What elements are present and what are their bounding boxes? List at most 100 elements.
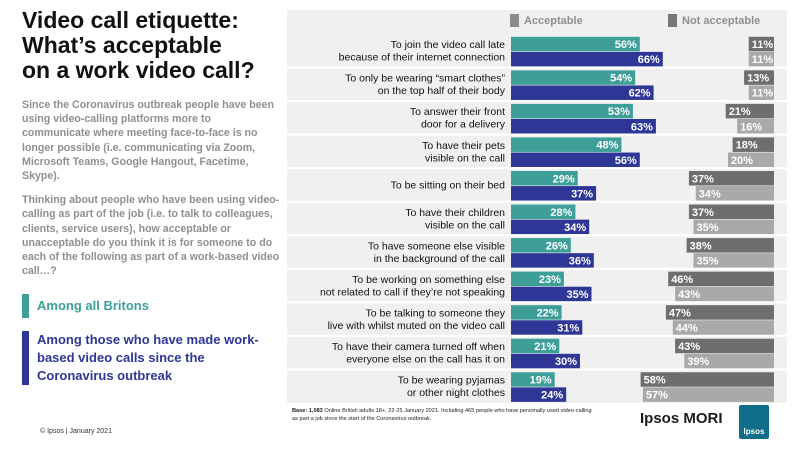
- category-label: To have their camera turned off when ever…: [332, 341, 505, 366]
- category-label: To be wearing pyjamas or other night clot…: [398, 375, 505, 400]
- not-acceptable-value-label: 57%: [646, 390, 668, 402]
- acceptable-bar-calls: [511, 387, 567, 402]
- acceptable-bar-calls: [511, 186, 597, 201]
- not-acceptable-bar-calls: [642, 387, 774, 402]
- acceptable-value-label: 56%: [615, 39, 637, 51]
- not-acceptable-value-label: 20%: [731, 155, 753, 167]
- acceptable-value-label: 63%: [631, 121, 653, 133]
- category-label: To only be wearing “smart clothes” on the…: [345, 73, 506, 98]
- not-acceptable-bar-calls: [737, 118, 774, 134]
- intro-paragraph-context: Since the Coronavirus outbreak people ha…: [22, 99, 274, 183]
- acceptable-bar-calls: [511, 320, 583, 335]
- not-acceptable-value-label: 11%: [752, 39, 774, 51]
- acceptable-value-label: 62%: [629, 88, 651, 100]
- chart-row: To have their children visible on the cal…: [287, 200, 787, 235]
- acceptable-value-label: 30%: [555, 356, 577, 368]
- group-label-all-britons: Among all Britons: [22, 294, 149, 318]
- acceptable-bar-all: [511, 271, 564, 287]
- chart-row: To be talking to someone they live with w…: [287, 301, 787, 335]
- category-label: To have someone else visible in the backg…: [368, 240, 505, 264]
- chart-row: To have someone else visible in the backg…: [287, 234, 787, 268]
- acceptable-bar-calls: [511, 118, 656, 134]
- not-acceptable-value-label: 34%: [699, 188, 721, 200]
- category-label: To answer their front door for a delivery: [410, 106, 506, 131]
- legend-not-acceptable-swatch: [668, 14, 677, 27]
- not-acceptable-value-label: 11%: [752, 54, 774, 66]
- chart-row: To answer their front door for a delivery…: [287, 100, 787, 134]
- chart-row: To have their pets visible on the call 48%…: [287, 133, 787, 168]
- not-acceptable-value-label: 47%: [669, 307, 691, 319]
- not-acceptable-bar-calls: [672, 320, 774, 335]
- legend-acceptable: Acceptable: [510, 14, 583, 27]
- acceptable-bar-all: [511, 305, 562, 320]
- not-acceptable-bar-calls: [675, 286, 774, 302]
- not-acceptable-bar-all: [686, 238, 774, 253]
- acceptable-bar-calls: [511, 286, 592, 302]
- acceptable-value-label: 22%: [537, 307, 559, 319]
- chart-row: To be sitting on their bed 29% 37% 37% 34%: [287, 167, 787, 201]
- acceptable-value-label: 37%: [571, 188, 593, 200]
- page-title: Video call etiquette: What’s acceptable …: [22, 7, 255, 83]
- base-footnote-bold: Base: 1,083: [292, 408, 323, 414]
- acceptable-value-label: 48%: [596, 140, 618, 152]
- acceptable-value-label: 54%: [610, 73, 632, 85]
- acceptable-bar-calls: [511, 85, 654, 100]
- acceptable-value-label: 23%: [539, 274, 561, 286]
- legend-acceptable-label: Acceptable: [524, 14, 583, 27]
- not-acceptable-value-label: 39%: [687, 356, 709, 368]
- acceptable-bar-all: [511, 204, 576, 220]
- not-acceptable-bar-all: [668, 271, 774, 287]
- acceptable-bar-calls: [511, 152, 640, 168]
- not-acceptable-value-label: 46%: [671, 274, 693, 286]
- category-label: To have their children visible on the cal…: [405, 207, 505, 232]
- not-acceptable-value-label: 43%: [678, 341, 700, 353]
- acceptable-value-label: 31%: [557, 323, 579, 335]
- not-acceptable-value-label: 44%: [676, 323, 698, 335]
- not-acceptable-bar-calls: [748, 85, 774, 100]
- chart-row: To be working on something else not relat…: [287, 267, 787, 302]
- not-acceptable-value-label: 35%: [697, 255, 719, 267]
- not-acceptable-value-label: 18%: [736, 140, 758, 152]
- acceptable-bar-all: [511, 36, 640, 52]
- not-acceptable-value-label: 21%: [729, 106, 751, 118]
- not-acceptable-value-label: 37%: [692, 207, 714, 219]
- not-acceptable-bar-calls: [684, 353, 774, 369]
- group-label-video-callers: Among those who have made work-based vid…: [22, 331, 277, 385]
- category-label: To be talking to someone they live with w…: [328, 307, 506, 332]
- acceptable-value-label: 28%: [550, 207, 572, 219]
- ipsos-logo: Ipsos: [739, 405, 769, 439]
- legend-acceptable-swatch: [510, 14, 519, 27]
- not-acceptable-bar-all: [725, 103, 774, 119]
- not-acceptable-bar-calls: [693, 253, 774, 268]
- acceptable-value-label: 53%: [608, 106, 630, 118]
- acceptable-value-label: 34%: [564, 222, 586, 234]
- acceptable-value-label: 21%: [534, 341, 556, 353]
- acceptable-value-label: 66%: [638, 54, 660, 66]
- chart-row: To join the video call late because of th…: [339, 36, 774, 67]
- not-acceptable-bar-calls: [748, 51, 774, 67]
- not-acceptable-value-label: 43%: [678, 289, 700, 301]
- not-acceptable-value-label: 38%: [690, 240, 712, 252]
- acceptable-bar-all: [511, 338, 560, 354]
- chart-row: To have their camera turned off when ever…: [287, 334, 787, 369]
- category-label: To join the video call late because of th…: [339, 39, 506, 64]
- acceptable-bar-all: [511, 137, 622, 152]
- acceptable-value-label: 35%: [566, 289, 588, 301]
- ipsos-logo-text: Ipsos: [743, 427, 765, 436]
- intro-paragraph-question: Thinking about people who have been usin…: [22, 194, 280, 278]
- base-footnote-text: Online British adults 18+, 22-25 January…: [292, 408, 592, 422]
- category-label: To have their pets visible on the call: [422, 140, 505, 165]
- category-label: To be sitting on their bed: [391, 180, 506, 192]
- acceptable-bar-all: [511, 372, 555, 387]
- ipsos-mori-brand: Ipsos MORI: [640, 410, 723, 427]
- acceptable-bar-calls: [511, 353, 580, 369]
- acceptable-value-label: 56%: [615, 155, 637, 167]
- not-acceptable-bar-calls: [728, 152, 774, 168]
- not-acceptable-value-label: 13%: [747, 73, 769, 85]
- not-acceptable-bar-all: [665, 305, 774, 320]
- not-acceptable-bar-all: [688, 204, 774, 220]
- acceptable-value-label: 29%: [553, 173, 575, 185]
- acceptable-value-label: 19%: [530, 375, 552, 387]
- acceptable-bar-calls: [511, 51, 663, 67]
- acceptable-value-label: 36%: [569, 255, 591, 267]
